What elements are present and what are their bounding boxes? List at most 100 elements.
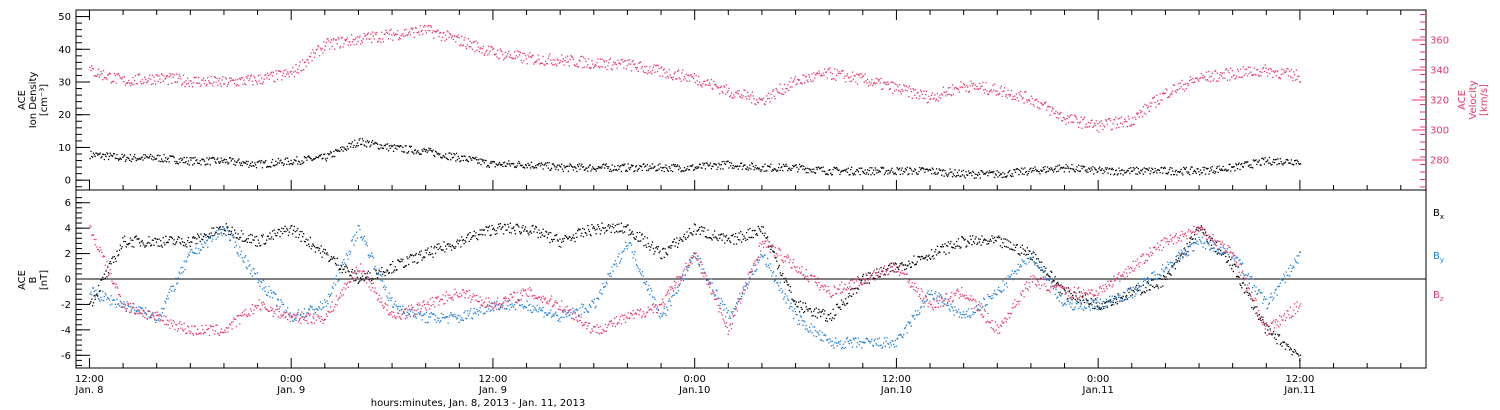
bx-point — [1255, 312, 1257, 315]
density-point — [596, 168, 598, 170]
density-point — [668, 166, 670, 168]
by-point — [620, 258, 622, 260]
velocity-point — [687, 74, 689, 76]
bx-point — [1166, 278, 1168, 280]
bx-point — [100, 279, 102, 281]
by-point — [113, 299, 115, 301]
bx-point — [507, 223, 509, 226]
bx-point — [1093, 299, 1095, 302]
density-point — [819, 167, 822, 169]
velocity-point — [931, 92, 933, 94]
bx-point — [1183, 253, 1185, 255]
density-point — [789, 168, 791, 171]
velocity-point — [1106, 123, 1108, 125]
by-point — [198, 252, 200, 254]
density-point — [121, 153, 123, 155]
bx-point — [101, 279, 103, 281]
density-point — [545, 165, 548, 167]
bx-point — [1141, 291, 1144, 294]
velocity-point — [756, 101, 759, 103]
bx-point — [593, 227, 596, 229]
by-point — [622, 250, 624, 252]
bx-point — [885, 268, 887, 271]
bx-point — [486, 226, 488, 228]
density-point — [957, 174, 960, 177]
bx-point — [193, 237, 195, 239]
velocity-point — [1225, 68, 1228, 70]
density-point — [892, 171, 894, 173]
bx-point — [387, 272, 390, 275]
density-point — [474, 158, 476, 160]
by-point — [201, 243, 203, 245]
density-point — [767, 165, 769, 167]
density-point — [145, 156, 148, 158]
density-point — [402, 146, 404, 148]
by-point — [363, 235, 365, 237]
density-point — [188, 164, 190, 166]
velocity-point — [366, 38, 368, 40]
bx-point — [287, 234, 290, 237]
bx-point — [579, 228, 581, 230]
bx-point — [150, 244, 153, 246]
density-point — [973, 177, 976, 179]
by-point — [388, 292, 390, 294]
velocity-point — [1120, 122, 1122, 124]
bx-point — [848, 292, 850, 295]
density-point — [1264, 157, 1266, 159]
velocity-point — [679, 78, 681, 80]
velocity-point — [474, 51, 476, 53]
density-point — [1161, 166, 1163, 169]
by-point — [127, 304, 129, 306]
velocity-point — [1089, 122, 1092, 124]
bx-point — [685, 238, 687, 240]
velocity-point — [914, 94, 916, 96]
bx-point — [1209, 235, 1211, 238]
velocity-point — [94, 75, 96, 77]
velocity-point — [547, 57, 549, 59]
density-point — [354, 139, 356, 141]
bx-point — [1116, 303, 1118, 305]
velocity-point — [1194, 77, 1197, 79]
density-point — [1162, 172, 1164, 174]
bx-point — [1210, 244, 1213, 246]
velocity-point — [437, 29, 439, 31]
velocity-point — [121, 78, 123, 80]
by-point — [506, 308, 508, 310]
velocity-point — [545, 63, 548, 65]
velocity-point — [853, 75, 855, 77]
bx-point — [1265, 322, 1267, 324]
density-point — [1006, 175, 1008, 177]
bx-point — [351, 268, 353, 271]
velocity-point — [1074, 115, 1076, 117]
velocity-point — [125, 82, 127, 84]
velocity-point — [887, 81, 889, 83]
velocity-point — [824, 68, 826, 70]
density-point — [1216, 166, 1218, 168]
bx-point — [1266, 324, 1268, 326]
bx-point — [442, 249, 444, 251]
by-point — [239, 253, 242, 256]
by-point — [112, 299, 114, 301]
density-point — [1251, 166, 1253, 169]
bx-point — [1004, 238, 1007, 240]
velocity-point — [113, 80, 115, 82]
velocity-point — [1127, 115, 1129, 117]
density-point — [240, 162, 243, 164]
density-point — [1046, 171, 1048, 173]
density-point — [581, 163, 583, 165]
velocity-point — [1095, 120, 1097, 122]
by-point — [529, 303, 531, 306]
velocity-point — [962, 83, 965, 85]
bx-point — [107, 266, 109, 268]
bx-point — [202, 239, 204, 241]
density-point — [414, 149, 417, 151]
velocity-point — [245, 84, 247, 86]
velocity-point — [619, 62, 621, 65]
density-point — [932, 168, 934, 171]
velocity-point — [1210, 75, 1213, 77]
bx-point — [1190, 236, 1192, 238]
bx-point — [701, 230, 703, 232]
density-point — [526, 167, 528, 169]
bx-point — [611, 225, 613, 228]
bx-point — [1072, 294, 1074, 296]
